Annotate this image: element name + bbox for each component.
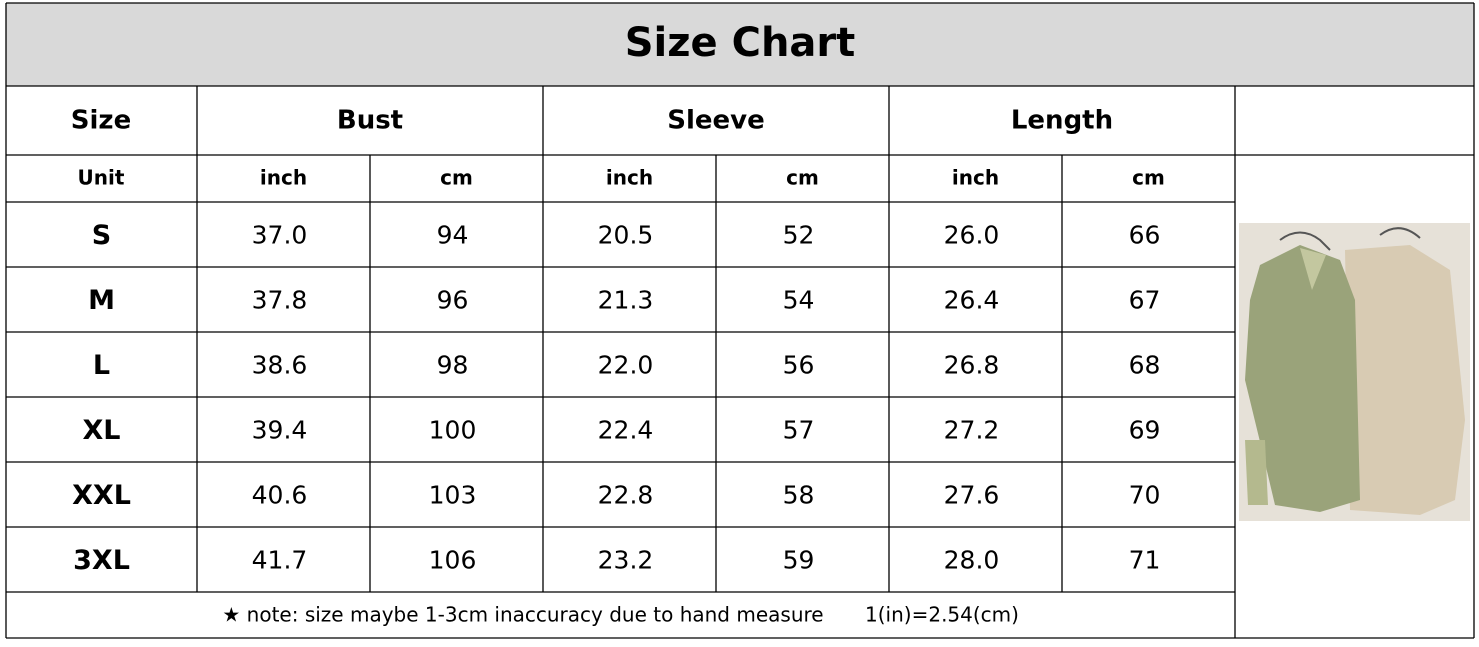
product-image — [1239, 223, 1470, 521]
size-cell: 3XL — [73, 545, 130, 576]
value-cell: 26.0 — [944, 221, 1000, 250]
value-cell: 100 — [429, 416, 477, 445]
value-cell: 22.8 — [598, 481, 654, 510]
header-cell: Bust — [337, 106, 403, 136]
value-cell: 67 — [1129, 286, 1161, 315]
value-cell: 21.3 — [598, 286, 654, 315]
value-cell: 26.4 — [944, 286, 1000, 315]
unit-cell: inch — [952, 166, 999, 190]
value-cell: 68 — [1129, 351, 1161, 380]
value-cell: 40.6 — [252, 481, 308, 510]
note: ★ note: size maybe 1-3cm inaccuracy due … — [222, 603, 823, 627]
value-cell: 22.0 — [598, 351, 654, 380]
value-cell: 58 — [783, 481, 815, 510]
value-cell: 27.2 — [944, 416, 1000, 445]
value-cell: 96 — [437, 286, 469, 315]
value-cell: 41.7 — [252, 546, 308, 575]
value-cell: 70 — [1129, 481, 1161, 510]
title: Size Chart — [625, 20, 856, 66]
unit-cell: cm — [440, 166, 473, 190]
note-conversion: 1(in)=2.54(cm) — [865, 603, 1019, 627]
value-cell: 94 — [437, 221, 469, 250]
header-cell: Length — [1011, 106, 1113, 136]
value-cell: 39.4 — [252, 416, 308, 445]
size-cell: L — [93, 350, 110, 381]
value-cell: 54 — [783, 286, 815, 315]
size-cell: XXL — [72, 480, 131, 511]
unit-cell: Unit — [78, 166, 125, 190]
header-cell: Size — [71, 106, 131, 136]
value-cell: 59 — [783, 546, 815, 575]
size-cell: XL — [82, 415, 120, 446]
value-cell: 27.6 — [944, 481, 1000, 510]
value-cell: 69 — [1129, 416, 1161, 445]
value-cell: 103 — [429, 481, 477, 510]
value-cell: 106 — [429, 546, 477, 575]
value-cell: 66 — [1129, 221, 1161, 250]
size-cell: M — [88, 285, 115, 316]
value-cell: 37.8 — [252, 286, 308, 315]
unit-cell: inch — [260, 166, 307, 190]
unit-cell: cm — [1132, 166, 1165, 190]
value-cell: 57 — [783, 416, 815, 445]
value-cell: 23.2 — [598, 546, 654, 575]
unit-cell: cm — [786, 166, 819, 190]
value-cell: 28.0 — [944, 546, 1000, 575]
value-cell: 52 — [783, 221, 815, 250]
value-cell: 71 — [1129, 546, 1161, 575]
value-cell: 98 — [437, 351, 469, 380]
value-cell: 20.5 — [598, 221, 654, 250]
value-cell: 26.8 — [944, 351, 1000, 380]
size-cell: S — [92, 220, 111, 251]
value-cell: 56 — [783, 351, 815, 380]
value-cell: 37.0 — [252, 221, 308, 250]
value-cell: 38.6 — [252, 351, 308, 380]
title-background — [6, 3, 1474, 86]
unit-cell: inch — [606, 166, 653, 190]
value-cell: 22.4 — [598, 416, 654, 445]
header-cell: Sleeve — [667, 106, 765, 136]
